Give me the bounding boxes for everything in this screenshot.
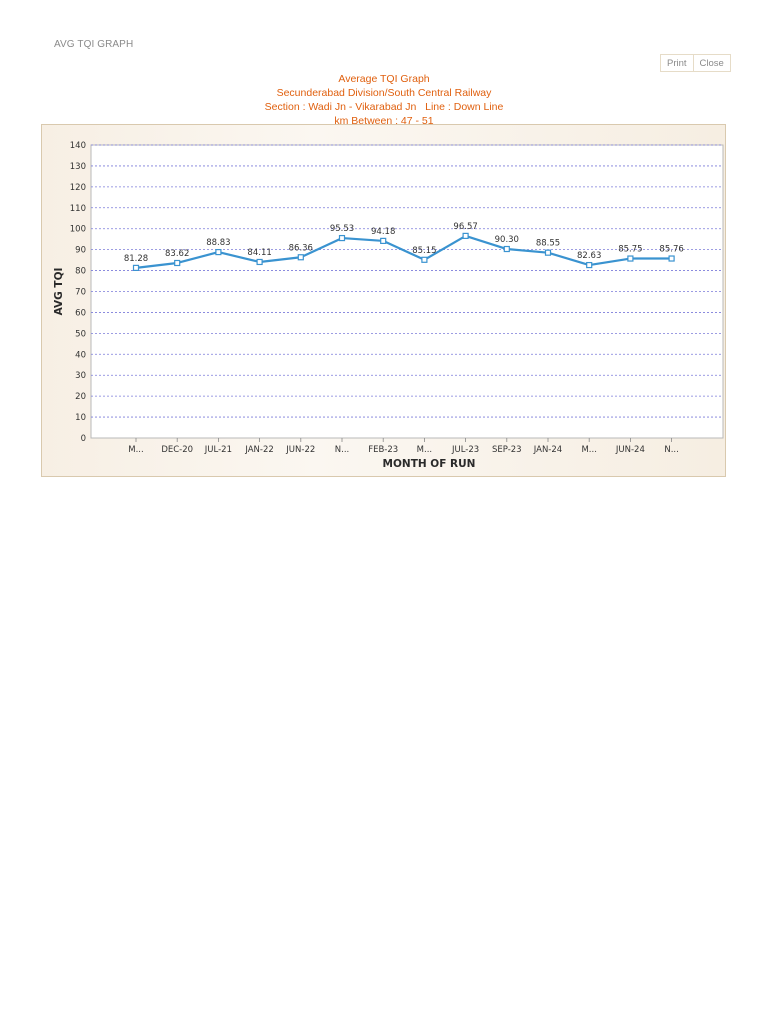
- data-label: 85.75: [618, 245, 642, 255]
- data-point[interactable]: [132, 264, 140, 271]
- x-tick-label: M...: [581, 445, 596, 455]
- data-label: 86.36: [289, 243, 313, 253]
- chart-subtitle-division: Secunderabad Division/South Central Rail…: [276, 87, 492, 99]
- x-tick-label: JUL-23: [451, 445, 479, 455]
- data-point[interactable]: [462, 232, 469, 239]
- x-axis-title: MONTH OF RUN: [383, 458, 476, 470]
- data-point[interactable]: [421, 256, 428, 263]
- data-label: 90.30: [495, 235, 519, 245]
- data-label: 81.28: [124, 254, 148, 264]
- data-label: 82.63: [577, 251, 601, 261]
- data-point[interactable]: [338, 234, 346, 242]
- y-tick-label: 120: [70, 183, 86, 193]
- x-tick-label: SEP-23: [492, 445, 522, 455]
- y-tick-label: 100: [70, 225, 86, 235]
- toolbar: Print Close: [660, 54, 731, 72]
- page-heading: AVG TQI GRAPH: [54, 39, 134, 50]
- y-tick-label: 40: [75, 350, 86, 360]
- x-tick-label: JUL-21: [204, 445, 232, 455]
- data-point[interactable]: [503, 245, 510, 253]
- x-tick-label: DEC-20: [161, 445, 193, 455]
- data-point[interactable]: [256, 258, 263, 266]
- data-point[interactable]: [586, 261, 593, 269]
- data-point[interactable]: [380, 237, 387, 244]
- chart-titles: Average TQI Graph Secunderabad Division/…: [0, 72, 768, 128]
- data-label: 84.11: [247, 248, 271, 258]
- y-tick-label: 60: [75, 308, 86, 318]
- data-label: 95.53: [330, 224, 354, 234]
- series-line: [135, 234, 672, 269]
- y-tick-label: 80: [75, 267, 86, 277]
- data-point[interactable]: [544, 249, 552, 256]
- data-label: 83.62: [165, 249, 189, 259]
- data-point[interactable]: [215, 248, 222, 256]
- y-tick-label: 10: [75, 413, 86, 423]
- chart-frame: 0 10 20 30 40 50 60 70 80 90 100 110 120 130 140 M... DE…: [41, 124, 726, 477]
- line-chart: 0 10 20 30 40 50 60 70 80 90 100 110 120 130 140 M... DE…: [53, 141, 724, 470]
- x-tick-label: FEB-23: [368, 445, 398, 455]
- data-point[interactable]: [174, 259, 181, 267]
- x-tick-label: M...: [417, 445, 432, 455]
- chart-title: Average TQI Graph: [338, 73, 430, 85]
- x-tick-label: N...: [664, 445, 678, 455]
- x-tick-label: JAN-22: [244, 445, 273, 455]
- y-tick-label: 90: [75, 246, 86, 256]
- y-tick-label: 110: [70, 204, 86, 214]
- y-tick-label: 70: [75, 288, 86, 298]
- y-tick-label: 0: [81, 434, 86, 444]
- data-label: 88.83: [206, 238, 230, 248]
- chart-subtitle-section: Section : Wadi Jn - Vikarabad Jn Line : …: [264, 101, 504, 113]
- data-label: 96.57: [453, 222, 477, 232]
- data-label: 94.18: [371, 227, 395, 237]
- close-button[interactable]: Close: [693, 54, 731, 72]
- x-tick-label: JUN-24: [615, 445, 645, 455]
- y-tick-label: 20: [75, 392, 86, 402]
- data-point[interactable]: [297, 254, 304, 261]
- x-tick-label: JUN-22: [285, 445, 315, 455]
- data-label: 88.55: [536, 239, 560, 249]
- y-tick-label: 130: [70, 162, 86, 172]
- y-axis-title: AVG TQI: [53, 268, 65, 316]
- print-button[interactable]: Print: [660, 54, 694, 72]
- x-tick-label: N...: [335, 445, 349, 455]
- data-point[interactable]: [627, 255, 634, 262]
- y-tick-label: 30: [75, 371, 86, 381]
- x-tick-label: M...: [128, 445, 143, 455]
- y-tick-label: 50: [75, 329, 86, 339]
- x-tick-label: JAN-24: [533, 445, 562, 455]
- data-label: 85.15: [412, 246, 436, 256]
- data-label: 85.76: [659, 245, 683, 255]
- data-point[interactable]: [668, 255, 675, 262]
- y-tick-label: 140: [70, 141, 86, 151]
